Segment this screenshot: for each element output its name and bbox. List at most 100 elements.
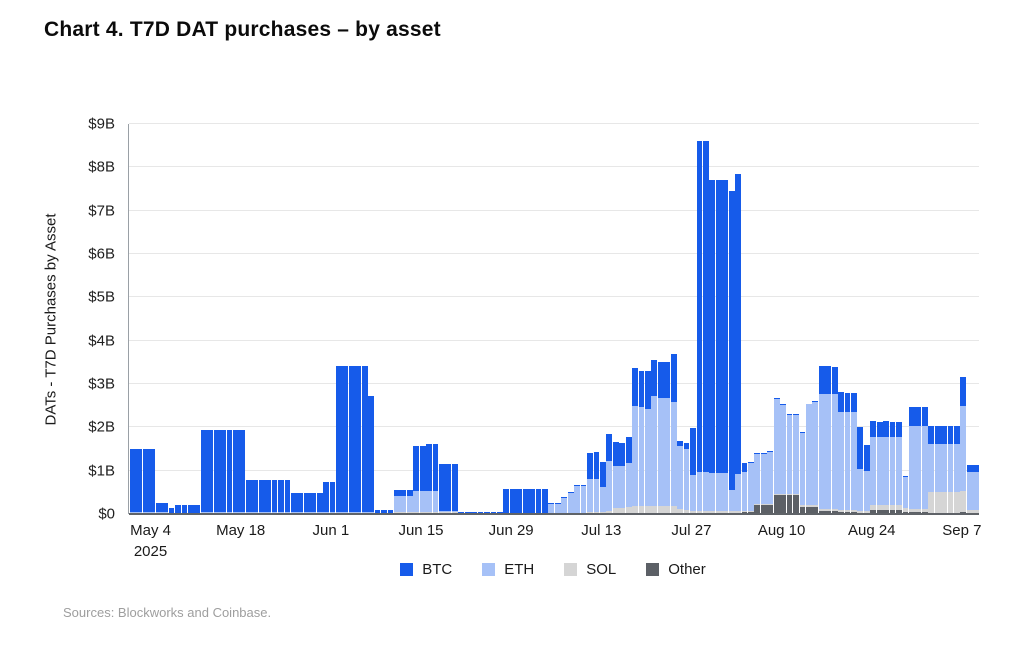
bar-column[interactable] [870,124,877,514]
bar-column[interactable] [130,124,136,514]
bar-column[interactable] [149,124,156,514]
bar-column[interactable] [348,124,355,514]
bar-column[interactable] [934,124,941,514]
bar-column[interactable] [670,124,677,514]
bar-column[interactable] [297,124,304,514]
bar-column[interactable] [464,124,471,514]
bar-column[interactable] [278,124,284,514]
bar-column[interactable] [838,124,844,514]
bar-column[interactable] [426,124,432,514]
bar-column[interactable] [374,124,381,514]
bar-column[interactable] [696,124,703,514]
bar-column[interactable] [439,124,445,514]
bar-column[interactable] [361,124,368,514]
bar-column[interactable] [921,124,928,514]
bar-column[interactable] [632,124,638,514]
bar-column[interactable] [773,124,780,514]
bar-column[interactable] [381,124,387,514]
bar-column[interactable] [496,124,503,514]
bar-column[interactable] [432,124,439,514]
bar-column[interactable] [187,124,194,514]
bar-column[interactable] [915,124,922,514]
bar-column[interactable] [818,124,825,514]
bar-column[interactable] [406,124,413,514]
bar-column[interactable] [580,124,587,514]
bar-column[interactable] [477,124,484,514]
bar-column[interactable] [625,124,632,514]
bar-column[interactable] [400,124,407,514]
bar-column[interactable] [735,124,741,514]
bar-column[interactable] [851,124,857,514]
bar-column[interactable] [445,124,452,514]
bar-column[interactable] [503,124,510,514]
bar-column[interactable] [876,124,883,514]
bar-column[interactable] [522,124,529,514]
legend-item-other[interactable]: Other [646,561,706,578]
bar-column[interactable] [207,124,214,514]
bar-column[interactable] [310,124,317,514]
bar-column[interactable] [677,124,684,514]
bar-column[interactable] [728,124,735,514]
legend-item-sol[interactable]: SOL [564,561,616,578]
bar-column[interactable] [509,124,516,514]
bar-column[interactable] [194,124,201,514]
bar-column[interactable] [290,124,297,514]
bar-column[interactable] [490,124,497,514]
bar-column[interactable] [142,124,149,514]
bar-column[interactable] [767,124,774,514]
bar-column[interactable] [645,124,651,514]
bar-column[interactable] [883,124,890,514]
bar-column[interactable] [162,124,169,514]
bar-column[interactable] [812,124,819,514]
bar-column[interactable] [844,124,851,514]
bar-column[interactable] [561,124,568,514]
bar-column[interactable] [342,124,349,514]
bar-column[interactable] [355,124,362,514]
bar-column[interactable] [754,124,761,514]
bar-column[interactable] [387,124,394,514]
bar-column[interactable] [265,124,272,514]
bar-column[interactable] [973,124,980,514]
bar-column[interactable] [529,124,535,514]
bar-column[interactable] [329,124,336,514]
bar-column[interactable] [323,124,329,514]
bar-column[interactable] [793,124,799,514]
bar-column[interactable] [213,124,220,514]
bar-column[interactable] [554,124,561,514]
bar-column[interactable] [548,124,555,514]
bar-column[interactable] [896,124,902,514]
bar-column[interactable] [419,124,426,514]
bar-column[interactable] [748,124,754,514]
bar-column[interactable] [284,124,291,514]
bar-column[interactable] [245,124,252,514]
bar-column[interactable] [471,124,478,514]
bar-column[interactable] [954,124,960,514]
bar-column[interactable] [902,124,909,514]
bar-column[interactable] [316,124,323,514]
legend-item-btc[interactable]: BTC [400,561,452,578]
bar-column[interactable] [741,124,748,514]
bar-column[interactable] [155,124,162,514]
bar-column[interactable] [941,124,947,514]
bar-column[interactable] [393,124,400,514]
bar-column[interactable] [220,124,226,514]
bar-column[interactable] [599,124,606,514]
bar-column[interactable] [226,124,233,514]
bar-column[interactable] [664,124,671,514]
bar-column[interactable] [799,124,806,514]
bar-column[interactable] [908,124,915,514]
bar-column[interactable] [574,124,581,514]
bar-column[interactable] [516,124,523,514]
bar-column[interactable] [857,124,864,514]
bar-column[interactable] [690,124,696,514]
bar-column[interactable] [612,124,619,514]
bar-column[interactable] [484,124,490,514]
bar-column[interactable] [863,124,870,514]
bar-column[interactable] [928,124,935,514]
bar-column[interactable] [709,124,716,514]
bar-column[interactable] [413,124,420,514]
bar-column[interactable] [258,124,265,514]
bar-column[interactable] [587,124,593,514]
bar-column[interactable] [252,124,259,514]
bar-column[interactable] [168,124,175,514]
